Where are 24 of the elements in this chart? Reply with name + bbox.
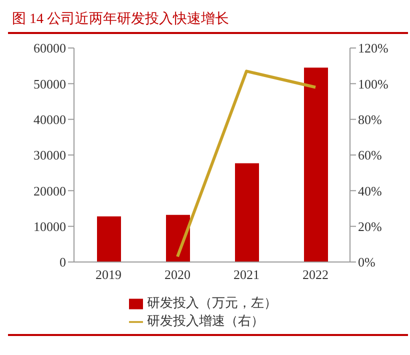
y2-tick-label: 80%	[358, 112, 382, 127]
y-tick-label: 10000	[34, 218, 66, 234]
x-tick-label: 2021	[234, 267, 260, 282]
y2-tick-label: 120%	[358, 40, 388, 56]
y2-tick-label: 20%	[358, 218, 382, 234]
y-tick-label: 40000	[34, 112, 66, 127]
y-tick-label: 60000	[34, 40, 66, 56]
y2-tick-label: 60%	[358, 148, 382, 163]
legend-label: 研发投入增速（右）	[147, 313, 264, 328]
x-tick-label: 2020	[164, 267, 190, 282]
y2-tick-label: 0%	[358, 254, 376, 270]
y2-tick-label: 40%	[358, 183, 382, 198]
y-tick-label: 50000	[34, 76, 66, 92]
x-tick-label: 2022	[302, 267, 328, 282]
bar	[235, 163, 259, 262]
y-tick-label: 0	[60, 254, 66, 270]
y2-tick-label: 100%	[358, 76, 388, 92]
legend-label: 研发投入（万元，左）	[147, 295, 277, 310]
chart-title: 图 14 公司近两年研发投入快速增长	[8, 8, 408, 34]
bar	[304, 68, 328, 262]
y-tick-label: 30000	[34, 148, 66, 163]
x-tick-label: 2019	[96, 267, 122, 282]
y-tick-label: 20000	[34, 183, 66, 198]
bar	[97, 216, 121, 262]
